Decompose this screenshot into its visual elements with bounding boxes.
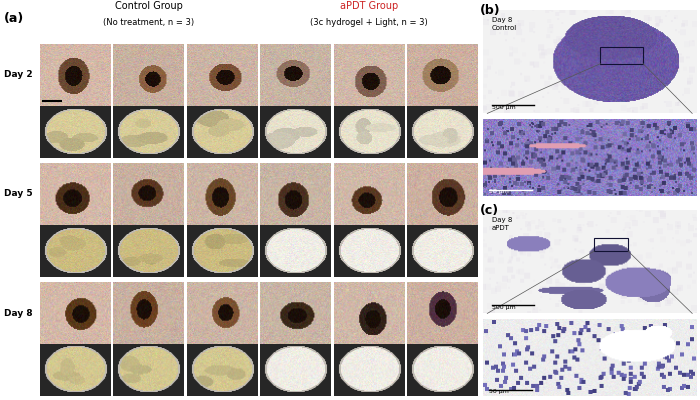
Text: 500 μm: 500 μm: [491, 105, 515, 110]
Text: 50 μm: 50 μm: [489, 390, 510, 394]
Text: Day 8: Day 8: [4, 308, 33, 318]
Text: (c): (c): [480, 204, 498, 217]
Text: Day 5: Day 5: [4, 189, 33, 198]
Text: (3c hydrogel + Light, n = 3): (3c hydrogel + Light, n = 3): [310, 18, 428, 27]
Bar: [594, 238, 628, 251]
Text: Day 8
Control: Day 8 Control: [491, 17, 517, 30]
Text: Day 8
aPDT: Day 8 aPDT: [491, 217, 512, 230]
Text: 500 μm: 500 μm: [491, 305, 515, 310]
Text: (b): (b): [480, 4, 500, 17]
Text: (a): (a): [4, 12, 24, 25]
Text: 50 μm: 50 μm: [489, 190, 510, 194]
Text: Control Group: Control Group: [115, 1, 183, 11]
Text: (No treatment, n = 3): (No treatment, n = 3): [103, 18, 195, 27]
Bar: [601, 47, 643, 64]
Text: Day 2: Day 2: [4, 70, 33, 79]
Text: aPDT Group: aPDT Group: [340, 1, 398, 11]
